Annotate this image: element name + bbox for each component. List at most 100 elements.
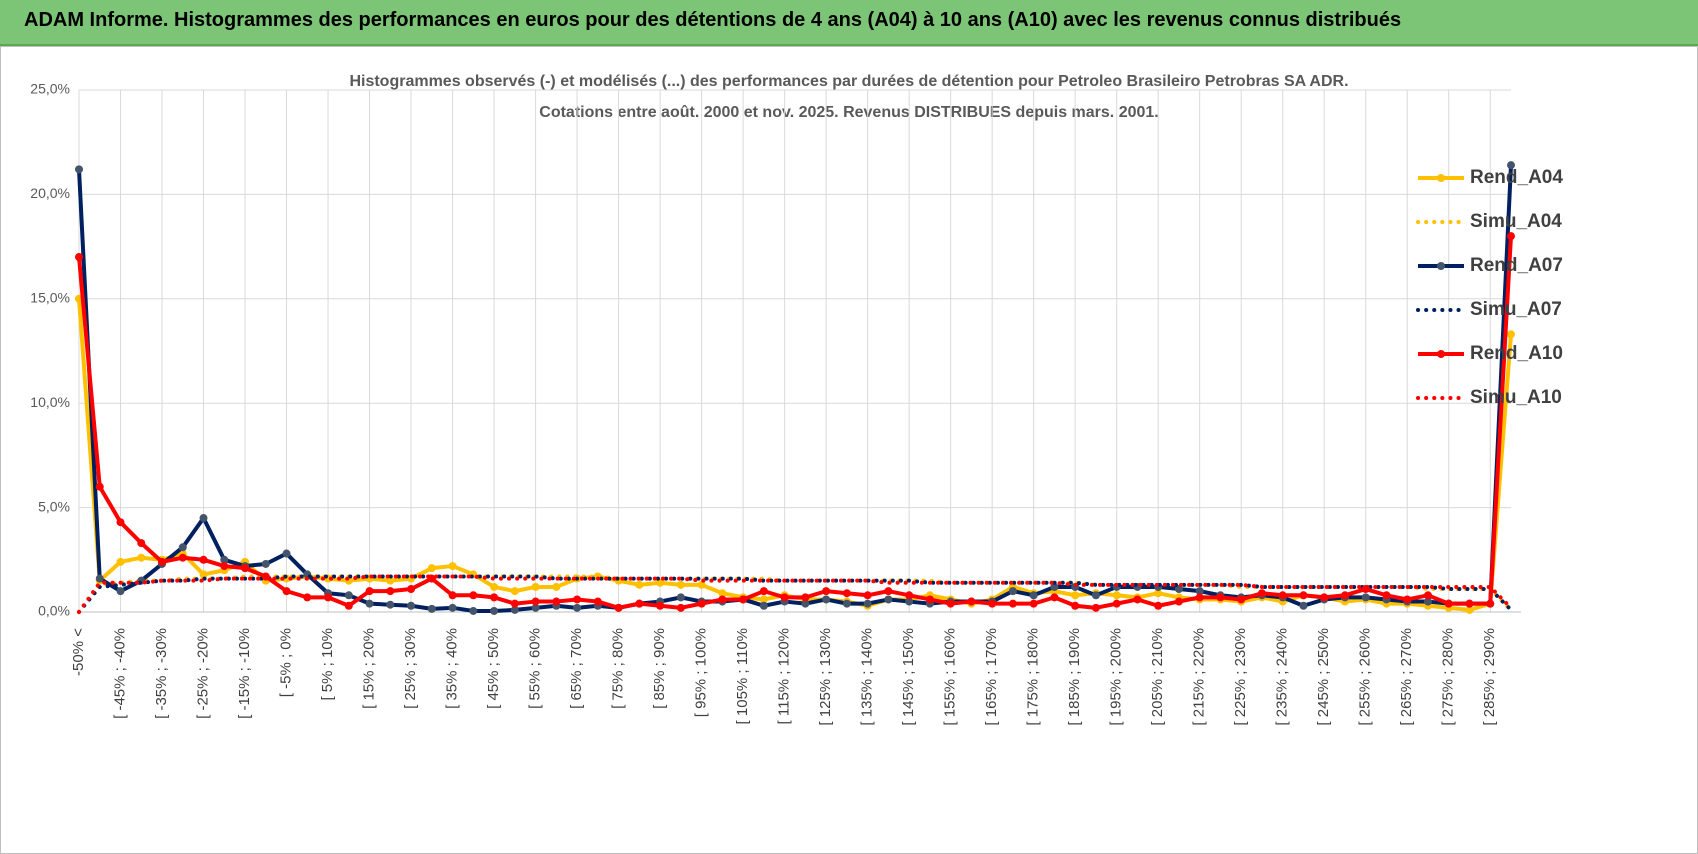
data-point	[697, 580, 706, 589]
x-tick-label: [ 135% ; 140%	[859, 628, 876, 726]
data-point	[469, 606, 478, 615]
data-point	[324, 593, 333, 602]
data-point	[531, 603, 540, 612]
data-point	[116, 518, 125, 527]
y-tick-label: 0,0%	[38, 603, 70, 619]
data-point	[656, 578, 665, 587]
data-point	[1423, 591, 1432, 600]
x-tick-label: [ 5% ; 10%	[319, 628, 336, 701]
x-tick-label: -50% <	[70, 628, 87, 676]
data-point	[884, 587, 893, 596]
data-point	[552, 597, 561, 606]
data-point	[365, 587, 374, 596]
data-point	[1154, 601, 1163, 610]
y-tick-label: 5,0%	[38, 498, 70, 514]
series-line	[77, 574, 1513, 614]
x-tick-label: [ -25% ; -20%	[194, 628, 211, 719]
x-tick-label: [ 85% ; 90%	[651, 628, 668, 709]
data-point	[1403, 595, 1412, 604]
x-tick-label: [ 155% ; 160%	[942, 628, 959, 726]
x-tick-label: [ -15% ; -10%	[236, 628, 253, 719]
data-point	[884, 595, 893, 604]
x-tick-label: [ 35% ; 40%	[444, 628, 461, 709]
data-point	[241, 564, 250, 573]
data-point	[199, 555, 208, 564]
data-point	[759, 595, 768, 604]
data-point	[261, 559, 270, 568]
data-point	[510, 599, 519, 608]
data-point	[178, 543, 187, 552]
data-point	[75, 165, 83, 174]
y-tick-label: 25,0%	[30, 81, 70, 97]
data-point	[1507, 330, 1515, 339]
data-point	[344, 591, 353, 600]
data-point	[1299, 591, 1308, 600]
data-point	[386, 600, 395, 609]
legend-label: Rend_A04	[1470, 167, 1563, 188]
legend-label: Simu_A10	[1470, 387, 1562, 408]
data-point	[116, 557, 125, 566]
data-point	[199, 514, 208, 523]
x-tick-label: [ 15% ; 20%	[361, 628, 378, 709]
data-point	[1091, 591, 1100, 600]
x-tick-label: [ 235% ; 240%	[1274, 628, 1291, 726]
data-point	[386, 587, 395, 596]
data-point	[1091, 603, 1100, 612]
data-point	[490, 582, 499, 591]
data-point	[1278, 591, 1287, 600]
x-tick-label: [ 205% ; 210%	[1149, 628, 1166, 726]
chart-subtitle: Cotations entre août. 2000 et nov. 2025.…	[539, 104, 1158, 121]
series-line	[77, 165, 1513, 613]
data-point	[510, 587, 519, 596]
data-point	[490, 593, 499, 602]
data-point	[282, 549, 291, 558]
data-point	[573, 595, 582, 604]
data-point	[95, 482, 104, 491]
data-point	[759, 601, 768, 610]
data-point	[1465, 599, 1474, 608]
x-tick-label: [ 125% ; 130%	[817, 628, 834, 726]
data-point	[448, 603, 457, 612]
data-point	[718, 595, 727, 604]
data-point	[822, 587, 831, 596]
data-point	[490, 606, 499, 615]
data-point	[407, 585, 416, 594]
data-point	[697, 599, 706, 608]
data-point	[1257, 589, 1266, 598]
data-point	[1237, 595, 1246, 604]
data-point	[1112, 591, 1121, 600]
data-point	[925, 595, 934, 604]
data-point	[448, 591, 457, 600]
x-tick-label: [ 285% ; 290%	[1481, 628, 1498, 726]
data-point	[1133, 595, 1142, 604]
series-line	[77, 236, 1513, 610]
data-point	[158, 557, 167, 566]
x-tick-label: [ 65% ; 70%	[568, 628, 585, 709]
legend-label: Simu_A04	[1470, 211, 1562, 232]
data-point	[635, 599, 644, 608]
data-point	[842, 589, 851, 598]
data-point	[1507, 161, 1515, 170]
data-point	[967, 597, 976, 606]
data-point	[718, 589, 727, 598]
x-tick-label: [ 55% ; 60%	[527, 628, 544, 709]
x-tick-label: [ 75% ; 80%	[610, 628, 627, 709]
data-point	[1071, 601, 1080, 610]
data-point	[1382, 591, 1391, 600]
data-point	[531, 582, 540, 591]
data-point	[365, 599, 374, 608]
data-point	[344, 601, 353, 610]
data-point	[116, 587, 125, 596]
data-point	[656, 601, 665, 610]
x-tick-label: [ 115% ; 120%	[776, 628, 793, 724]
data-point	[95, 574, 104, 583]
data-point	[303, 593, 312, 602]
data-point	[780, 593, 789, 602]
header: ADAM Informe. Histogrammes des performan…	[0, 0, 1698, 46]
x-tick-label: [ 45% ; 50%	[485, 628, 502, 709]
data-point	[137, 539, 146, 548]
data-point	[427, 564, 436, 573]
data-point	[1507, 232, 1515, 241]
data-point	[407, 601, 416, 610]
